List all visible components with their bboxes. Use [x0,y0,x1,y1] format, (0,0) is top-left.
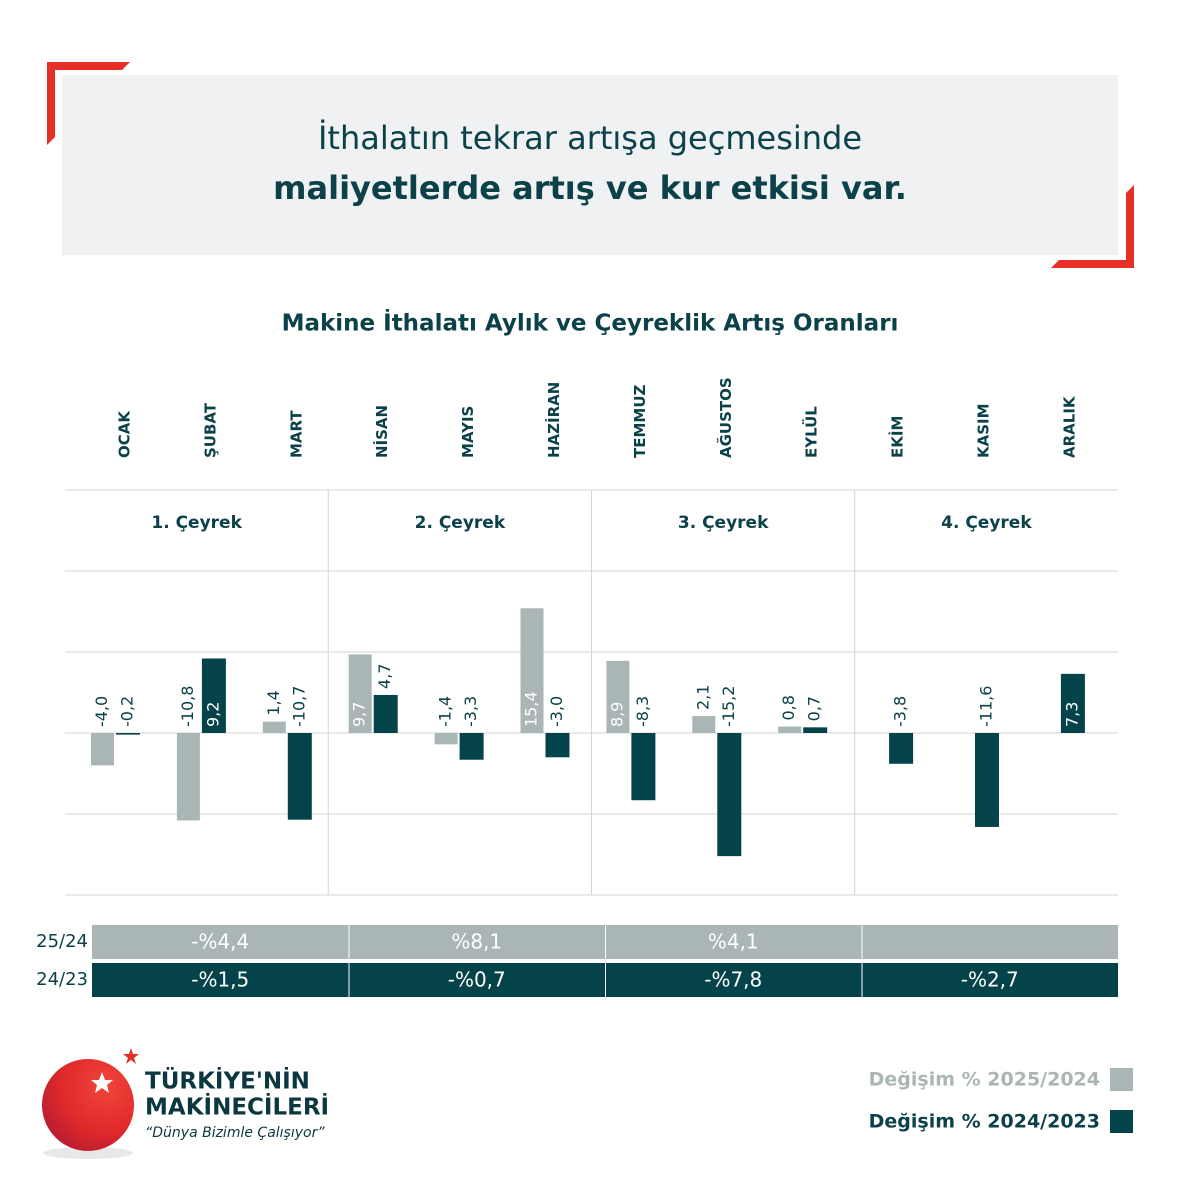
logo-text: MAKİNECİLERİ [145,1093,329,1121]
table-value: -%7,8 [704,968,762,992]
month-label: AĞUSTOS [716,377,735,458]
bar [348,654,372,733]
value-label: -3,0 [547,696,566,727]
month-label: EYLÜL [802,406,821,458]
value-label: 15,4 [522,691,541,727]
value-label: 2,1 [693,685,712,710]
month-label: KASIM [975,403,993,458]
bar [889,733,914,764]
header-line: İthalatın tekrar artışa geçmesinde [318,119,862,157]
month-label: ŞUBAT [201,402,219,458]
table-cell [606,925,862,959]
chart-title: Makine İthalatı Aylık ve Çeyreklik Artış… [282,309,899,337]
bar [201,658,226,733]
table-cell [862,925,1118,959]
table-value: -%1,5 [191,968,249,992]
quarter-label: 2. Çeyrek [415,513,506,533]
bar [545,733,570,758]
bar [692,715,716,733]
table-value: %8,1 [451,930,502,954]
bar [520,608,544,733]
bar [116,733,140,735]
logo-shadow [43,1147,133,1159]
table-cell [92,963,349,997]
value-label: -4,0 [92,696,111,727]
bar [803,727,828,733]
value-label: 9,2 [203,702,222,727]
value-label: 4,7 [375,663,394,688]
logo-star [123,1048,139,1064]
bar [778,726,802,733]
logo-star [91,1072,113,1093]
value-label: 8,9 [607,702,626,727]
header-box [62,75,1118,255]
bar [176,733,200,821]
table-cell [606,963,862,997]
header-line: maliyetlerde artış ve kur etkisi var. [273,169,907,207]
table-value: %4,1 [708,930,759,954]
table-value: -%2,7 [961,968,1019,992]
quarter-label: 3. Çeyrek [678,513,769,533]
bar [373,694,398,733]
value-label: -0,2 [118,696,137,727]
value-label: 0,7 [805,696,824,721]
month-label: MAYIS [459,406,477,458]
bar [1060,673,1085,733]
bar [287,733,312,820]
value-label: -1,4 [436,696,455,727]
logo-text: TÜRKİYE'NİN [145,1067,310,1095]
value-label: 1,4 [264,690,283,715]
table-value: -%4,4 [191,930,249,954]
month-label: HAZİRAN [544,382,563,458]
value-label: -11,6 [977,686,996,727]
legend-label: Değişim % 2025/2024 [869,1069,1100,1091]
logo-circle [42,1059,134,1151]
row-label: 24/23 [36,969,88,990]
table-cell [349,925,605,959]
table-cell [349,963,605,997]
value-label: 7,3 [1062,702,1081,727]
bar [975,733,999,827]
value-label: -10,7 [289,686,308,727]
value-label: 9,7 [350,702,369,727]
month-label: ARALIK [1060,395,1078,458]
bar [459,733,484,760]
bar [606,660,630,733]
quarter-label: 4. Çeyrek [941,513,1032,533]
bar [262,721,286,733]
month-label: MART [287,410,305,458]
bar [91,733,114,766]
logo-slogan: “Dünya Bizimle Çalışıyor” [145,1125,325,1141]
month-label: NİSAN [372,405,391,458]
month-label: EKİM [888,416,907,458]
legend-label: Değişim % 2024/2023 [869,1111,1100,1133]
value-label: -3,8 [891,696,910,727]
table-cell [862,963,1118,997]
value-label: -15,2 [719,686,738,727]
value-label: -8,3 [633,696,652,727]
table-value: -%0,7 [448,968,506,992]
month-label: OCAK [116,410,134,458]
value-label: -3,3 [461,696,480,727]
bar [717,733,742,857]
table-cell [92,925,349,959]
bar [434,733,458,745]
value-label: 0,8 [779,695,798,720]
bar [631,733,656,801]
quarter-label: 1. Çeyrek [151,513,242,533]
legend-swatch [1110,1068,1133,1091]
value-label: -10,8 [178,686,197,727]
row-label: 25/24 [36,931,88,952]
month-label: TEMMUZ [631,384,649,458]
legend-swatch [1110,1110,1133,1133]
